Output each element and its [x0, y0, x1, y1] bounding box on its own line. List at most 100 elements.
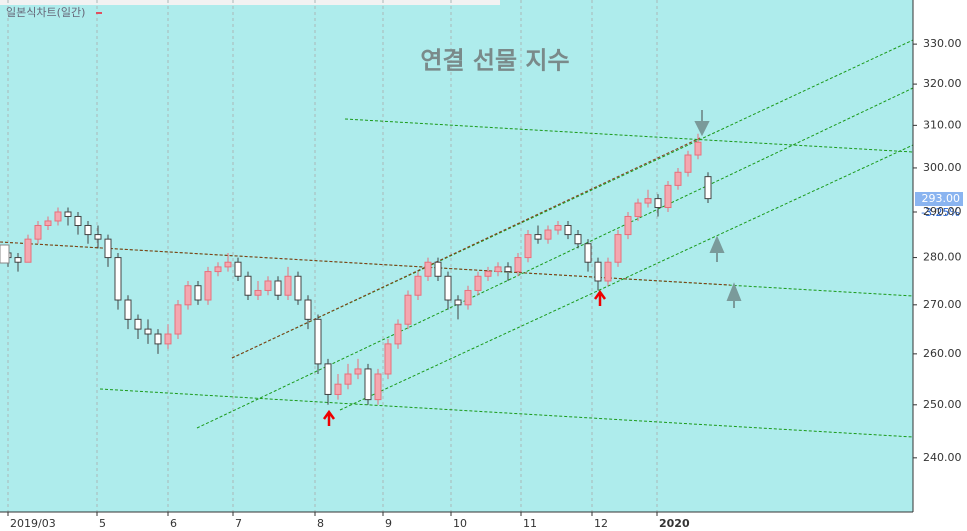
plot-area [0, 0, 913, 512]
candle-body [114, 257, 122, 301]
candle-body [364, 368, 372, 401]
candle-body [384, 343, 392, 375]
candle-body [194, 285, 202, 301]
candle-body [214, 266, 222, 273]
candle-body [294, 275, 302, 301]
candle-body [144, 328, 152, 335]
candle-body [694, 141, 702, 156]
x-tick-label: 5 [99, 517, 106, 530]
x-tick-label: 11 [523, 517, 537, 530]
candle-body [34, 224, 42, 240]
price-change: -3.25% [921, 206, 960, 219]
candle-body [424, 261, 432, 277]
x-tick-label: 6 [170, 517, 177, 530]
tab-strip [0, 0, 500, 5]
candle-body [84, 224, 92, 236]
y-tick-label: 310.00 [923, 118, 962, 131]
candle-body [484, 271, 492, 277]
candle-body [134, 318, 142, 330]
candle-body [254, 289, 262, 296]
x-tick-label: 12 [594, 517, 608, 530]
candle-body [394, 323, 402, 345]
candle-body [74, 215, 82, 226]
candle-body [444, 275, 452, 301]
candle-body [524, 234, 532, 259]
y-tick-label: 250.00 [923, 398, 962, 411]
candle-body [24, 238, 32, 263]
y-tick-label: 240.00 [923, 451, 962, 464]
candle-body [514, 257, 522, 273]
y-tick-label: 260.00 [923, 347, 962, 360]
candle-body [164, 333, 172, 345]
candle-body [124, 299, 132, 320]
candle-body [614, 234, 622, 263]
candle-body [664, 184, 672, 209]
candle-body [374, 373, 382, 401]
y-tick-label: 280.00 [923, 251, 962, 264]
candle-body [494, 266, 502, 273]
arrows [322, 110, 742, 426]
y-tick-label: 320.00 [923, 77, 962, 90]
candle-body [224, 261, 232, 268]
candle-body [624, 215, 632, 236]
candle-body [554, 224, 562, 231]
candle-body [604, 261, 612, 282]
candle-body [674, 171, 682, 186]
candle-body [304, 299, 312, 320]
candle-body [644, 198, 652, 204]
y-tick-label: 270.00 [923, 298, 962, 311]
candle-body [94, 234, 102, 240]
x-tick-label: 2019/03 [10, 517, 56, 530]
y-tick-label: 300.00 [923, 161, 962, 174]
candle-body [204, 271, 212, 301]
candle-body [704, 176, 712, 200]
candle-body [334, 383, 342, 395]
candle-body [174, 304, 182, 335]
candle-body [324, 363, 332, 395]
x-tick-label: 2020 [659, 517, 690, 530]
chart-title: 연결 선물 지수 [420, 46, 569, 75]
x-tick-label: 8 [317, 517, 324, 530]
chart-subtitle: 일본식차트(일간) [6, 5, 85, 19]
candle-body [464, 289, 472, 306]
candle-body [404, 294, 412, 325]
candle-body [274, 280, 282, 296]
candle-body [584, 243, 592, 263]
candle-body [414, 275, 422, 296]
candle-body [314, 318, 322, 365]
candle-body [264, 280, 272, 291]
candle-body [14, 257, 22, 263]
candle-body [354, 368, 362, 375]
side-toggle[interactable] [0, 244, 10, 264]
candle-body [184, 285, 192, 306]
candle-body [474, 275, 482, 291]
candle-body [44, 220, 52, 226]
price-badge [915, 192, 963, 206]
candle-body [684, 154, 692, 173]
candle-body [54, 211, 62, 222]
last-price: 293.00 [922, 192, 961, 205]
candle-body [534, 234, 542, 240]
candle-body [504, 266, 512, 273]
x-tick-label: 9 [385, 517, 392, 530]
candle-body [654, 198, 662, 209]
candle-body [434, 261, 442, 277]
candle-body [454, 299, 462, 306]
candle-body [154, 333, 162, 345]
candle-body [244, 275, 252, 296]
candle-body [594, 261, 602, 282]
candle-body [344, 373, 352, 385]
x-tick-label: 10 [453, 517, 467, 530]
candle-body [574, 234, 582, 245]
y-tick-label: 330.00 [923, 37, 962, 50]
candle-body [634, 202, 642, 217]
y-tick-label: 290.00 [923, 205, 962, 218]
candle-body [64, 211, 72, 217]
candle-body [544, 229, 552, 240]
x-tick-label: 7 [235, 517, 242, 530]
candle-body [284, 275, 292, 296]
trend-lines [0, 39, 914, 438]
candle-body [104, 238, 112, 259]
candle-body [234, 261, 242, 277]
